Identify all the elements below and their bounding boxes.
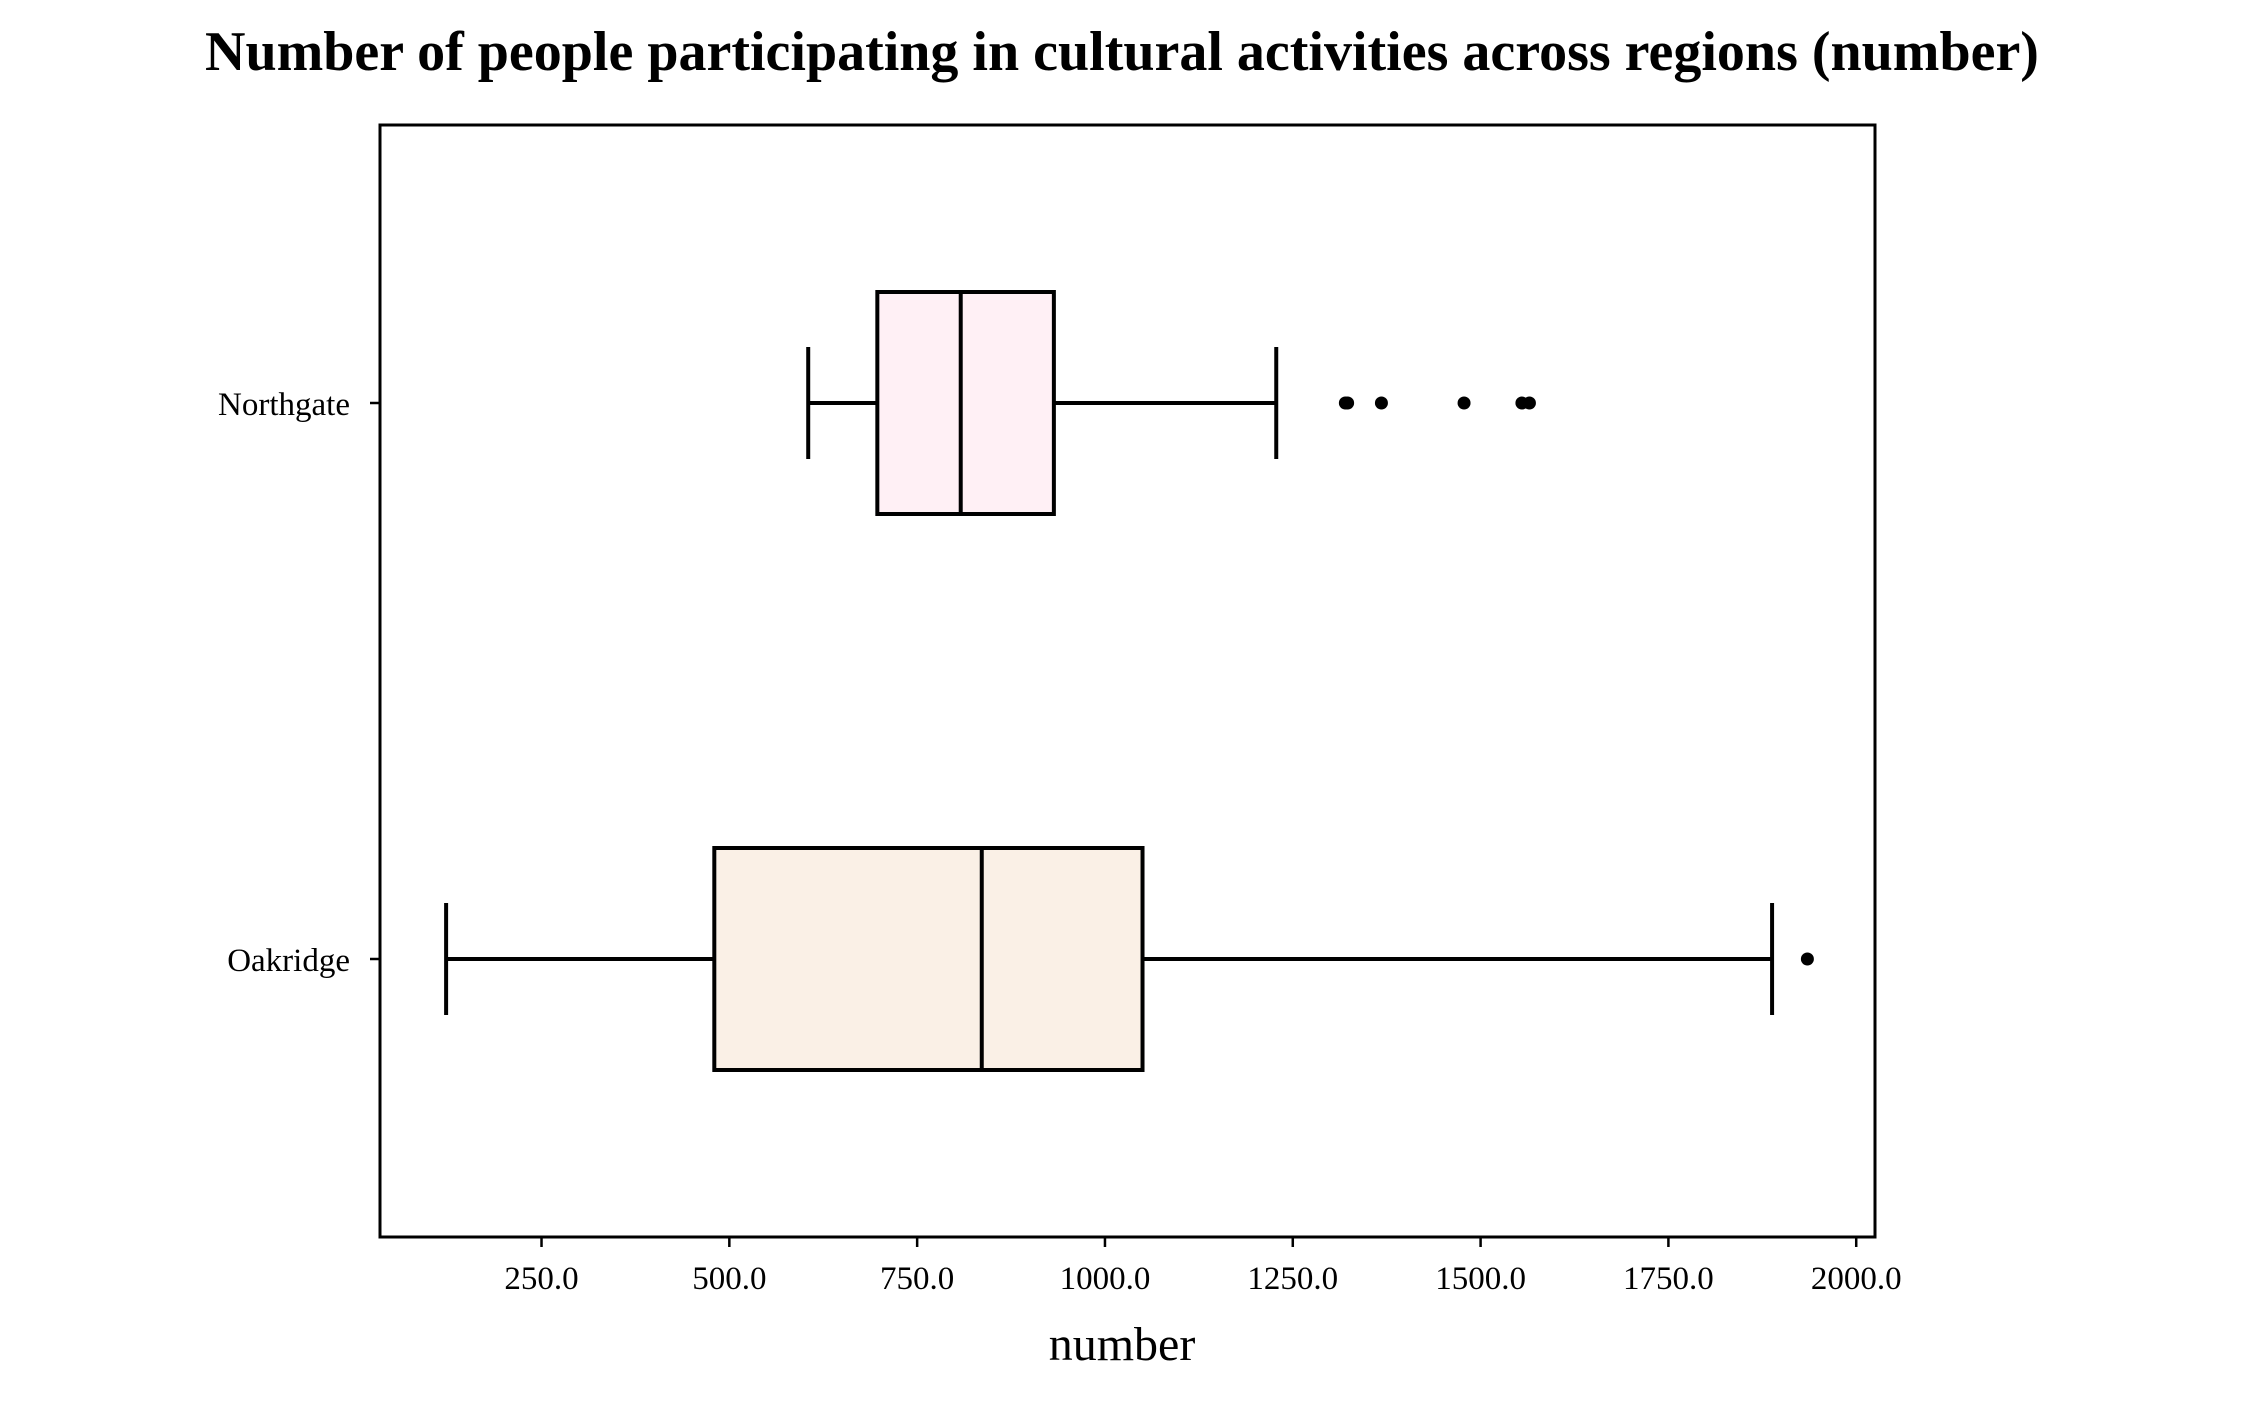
x-tick-label: 2000.0 <box>1811 1261 1902 1297</box>
plot-area: 250.0 500.0 750.0 1000.0 1250.0 1500.0 1750.0 2… <box>218 123 1902 1297</box>
outlier-point-oakridge <box>1800 952 1814 966</box>
box-northgate <box>875 290 1056 516</box>
x-tick-label: 1500.0 <box>1435 1261 1526 1297</box>
plot-frame <box>378 123 1877 1239</box>
outlier-point-northgate <box>1457 396 1471 410</box>
outlier-point-northgate <box>1341 396 1355 410</box>
x-tick-label: 250.0 <box>504 1261 578 1297</box>
x-tick-label: 1250.0 <box>1247 1261 1338 1297</box>
x-tick-label: 1000.0 <box>1060 1261 1151 1297</box>
chart-title: Number of people participating in cultur… <box>205 21 2039 83</box>
x-tick-label: 500.0 <box>692 1261 766 1297</box>
outlier-point-northgate <box>1522 396 1536 410</box>
x-axis-label: number <box>1049 1318 1196 1371</box>
y-tick-label-northgate: Northgate <box>218 387 350 423</box>
box-oakridge <box>712 846 1145 1072</box>
x-tick-label: 1750.0 <box>1623 1261 1714 1297</box>
y-tick-label-oakridge: Oakridge <box>227 943 350 979</box>
outlier-point-northgate <box>1374 396 1388 410</box>
x-tick-label: 750.0 <box>880 1261 954 1297</box>
